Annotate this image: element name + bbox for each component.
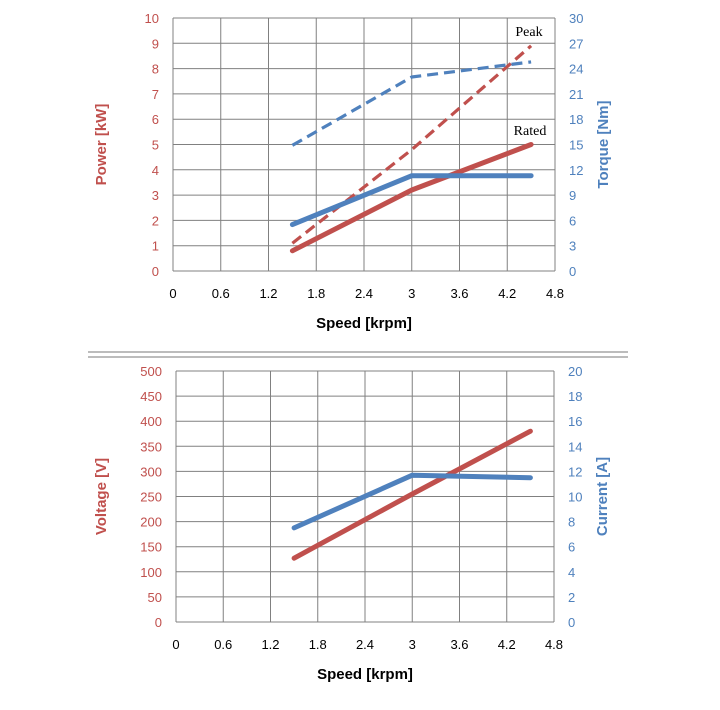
y-left-tick-label: 450 [140, 389, 162, 404]
x-tick-label: 1.2 [259, 286, 277, 301]
y-right-tick-label: 12 [568, 464, 582, 479]
x-tick-label: 0.6 [214, 637, 232, 652]
y-right-tick-label: 6 [568, 540, 575, 555]
y-left-tick-label: 150 [140, 540, 162, 555]
x-tick-label: 0 [172, 637, 179, 652]
y-left-tick-label: 300 [140, 464, 162, 479]
y-left-tick-label: 350 [140, 439, 162, 454]
y-right-tick-label: 21 [569, 87, 583, 102]
y-left-axis-title: Power [kW] [93, 104, 110, 186]
x-tick-label: 3 [408, 286, 415, 301]
x-tick-label: 3 [409, 637, 416, 652]
y-left-tick-label: 9 [152, 36, 159, 51]
x-axis-title: Speed [krpm] [317, 666, 413, 683]
y-right-tick-label: 9 [569, 188, 576, 203]
y-left-tick-label: 100 [140, 565, 162, 580]
y-left-tick-label: 2 [152, 213, 159, 228]
x-tick-label: 4.2 [498, 637, 516, 652]
y-left-tick-label: 1 [152, 239, 159, 254]
x-tick-label: 2.4 [356, 637, 374, 652]
y-right-tick-label: 4 [568, 565, 575, 580]
y-left-tick-label: 200 [140, 515, 162, 530]
x-tick-label: 1.2 [261, 637, 279, 652]
x-tick-label: 1.8 [307, 286, 325, 301]
y-right-tick-label: 20 [568, 364, 582, 379]
y-right-tick-label: 18 [569, 112, 583, 127]
y-left-tick-label: 7 [152, 87, 159, 102]
y-right-tick-label: 18 [568, 389, 582, 404]
y-right-tick-label: 16 [568, 414, 582, 429]
y-left-tick-label: 4 [152, 163, 159, 178]
y-left-tick-label: 400 [140, 414, 162, 429]
y-right-tick-label: 10 [568, 490, 582, 505]
chart-power-torque: 0 0.6 1.2 1.8 2.4 3 3.6 4.2 4.80 01 32 63 94 125 156 18… [93, 11, 612, 332]
x-tick-label: 4.8 [546, 286, 564, 301]
y-left-tick-label: 8 [152, 62, 159, 77]
y-right-tick-label: 30 [569, 11, 583, 26]
y-left-tick-label: 10 [145, 11, 159, 26]
y-left-tick-label: 6 [152, 112, 159, 127]
y-right-tick-label: 15 [569, 138, 583, 153]
y-left-tick-label: 50 [148, 590, 162, 605]
annotation-label: Rated [514, 124, 547, 139]
series-line-red-dashed [291, 44, 533, 245]
y-right-tick-label: 12 [569, 163, 583, 178]
x-axis-title: Speed [krpm] [316, 315, 412, 332]
y-left-tick-label: 500 [140, 364, 162, 379]
y-right-tick-label: 0 [568, 615, 575, 630]
y-right-tick-label: 0 [569, 264, 576, 279]
y-right-tick-label: 3 [569, 239, 576, 254]
y-right-axis-title: Current [A] [594, 457, 611, 536]
series-line-red-solid [291, 428, 533, 561]
y-right-tick-label: 2 [568, 590, 575, 605]
y-right-tick-label: 14 [568, 439, 582, 454]
y-left-tick-label: 0 [152, 264, 159, 279]
annotation-label: Peak [515, 25, 542, 40]
x-tick-label: 4.8 [545, 637, 563, 652]
x-tick-label: 4.2 [498, 286, 516, 301]
y-right-tick-label: 24 [569, 62, 583, 77]
series-line-red-solid [289, 142, 534, 254]
x-tick-label: 1.8 [309, 637, 327, 652]
x-tick-label: 0.6 [212, 286, 230, 301]
series-line-blue-dashed [291, 60, 532, 147]
y-left-axis-title: Voltage [V] [93, 458, 110, 535]
y-right-tick-label: 27 [569, 36, 583, 51]
panel-divider [88, 351, 628, 358]
y-right-tick-label: 8 [568, 515, 575, 530]
x-tick-label: 3.6 [450, 286, 468, 301]
y-left-tick-label: 3 [152, 188, 159, 203]
x-tick-label: 2.4 [355, 286, 373, 301]
x-tick-label: 3.6 [450, 637, 468, 652]
y-left-tick-label: 250 [140, 490, 162, 505]
y-left-tick-label: 0 [155, 615, 162, 630]
series-line-blue-solid [291, 472, 533, 531]
series-line-blue-solid [289, 173, 534, 228]
y-right-axis-title: Torque [Nm] [595, 100, 612, 188]
x-tick-label: 0 [169, 286, 176, 301]
y-left-tick-label: 5 [152, 138, 159, 153]
y-right-tick-label: 6 [569, 213, 576, 228]
